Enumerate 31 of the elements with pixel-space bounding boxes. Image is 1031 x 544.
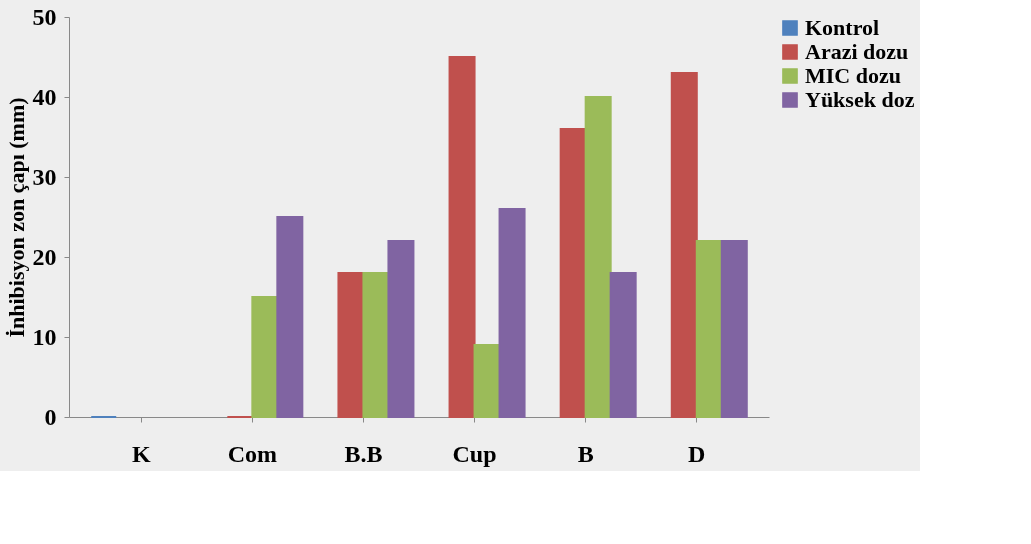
bar: [584, 96, 612, 418]
bar: [276, 216, 304, 418]
bar: [448, 56, 476, 418]
y-tick-label: 0: [44, 403, 57, 430]
bar: [695, 240, 723, 418]
y-tick-label: 30: [32, 163, 57, 190]
x-tick-label: Cup: [452, 440, 497, 467]
x-tick-label: B: [577, 440, 594, 467]
y-tick-label: 10: [32, 323, 57, 350]
bar: [498, 208, 526, 418]
bar: [670, 72, 698, 418]
legend-label: Kontrol: [805, 15, 880, 40]
x-tick-label: D: [688, 440, 706, 467]
x-tick-label: K: [131, 440, 151, 467]
y-tick-label: 40: [32, 83, 57, 110]
y-axis-title: İnhibisyon zon çapı (mm): [3, 97, 29, 338]
x-tick-label: Com: [227, 440, 277, 467]
bar: [473, 344, 501, 418]
bar: [337, 272, 365, 418]
legend-label: Yüksek doz: [805, 87, 915, 112]
bar: [387, 240, 415, 418]
bar: [362, 272, 390, 418]
bar: [720, 240, 748, 418]
bar: [609, 272, 637, 418]
x-tick-label: B.B: [344, 440, 383, 467]
legend-label: Arazi dozu: [805, 39, 909, 64]
y-tick-label: 50: [32, 3, 57, 30]
bar: [559, 128, 587, 418]
legend-label: MIC dozu: [805, 63, 901, 88]
bar: [251, 296, 279, 418]
y-tick-label: 20: [32, 243, 57, 270]
